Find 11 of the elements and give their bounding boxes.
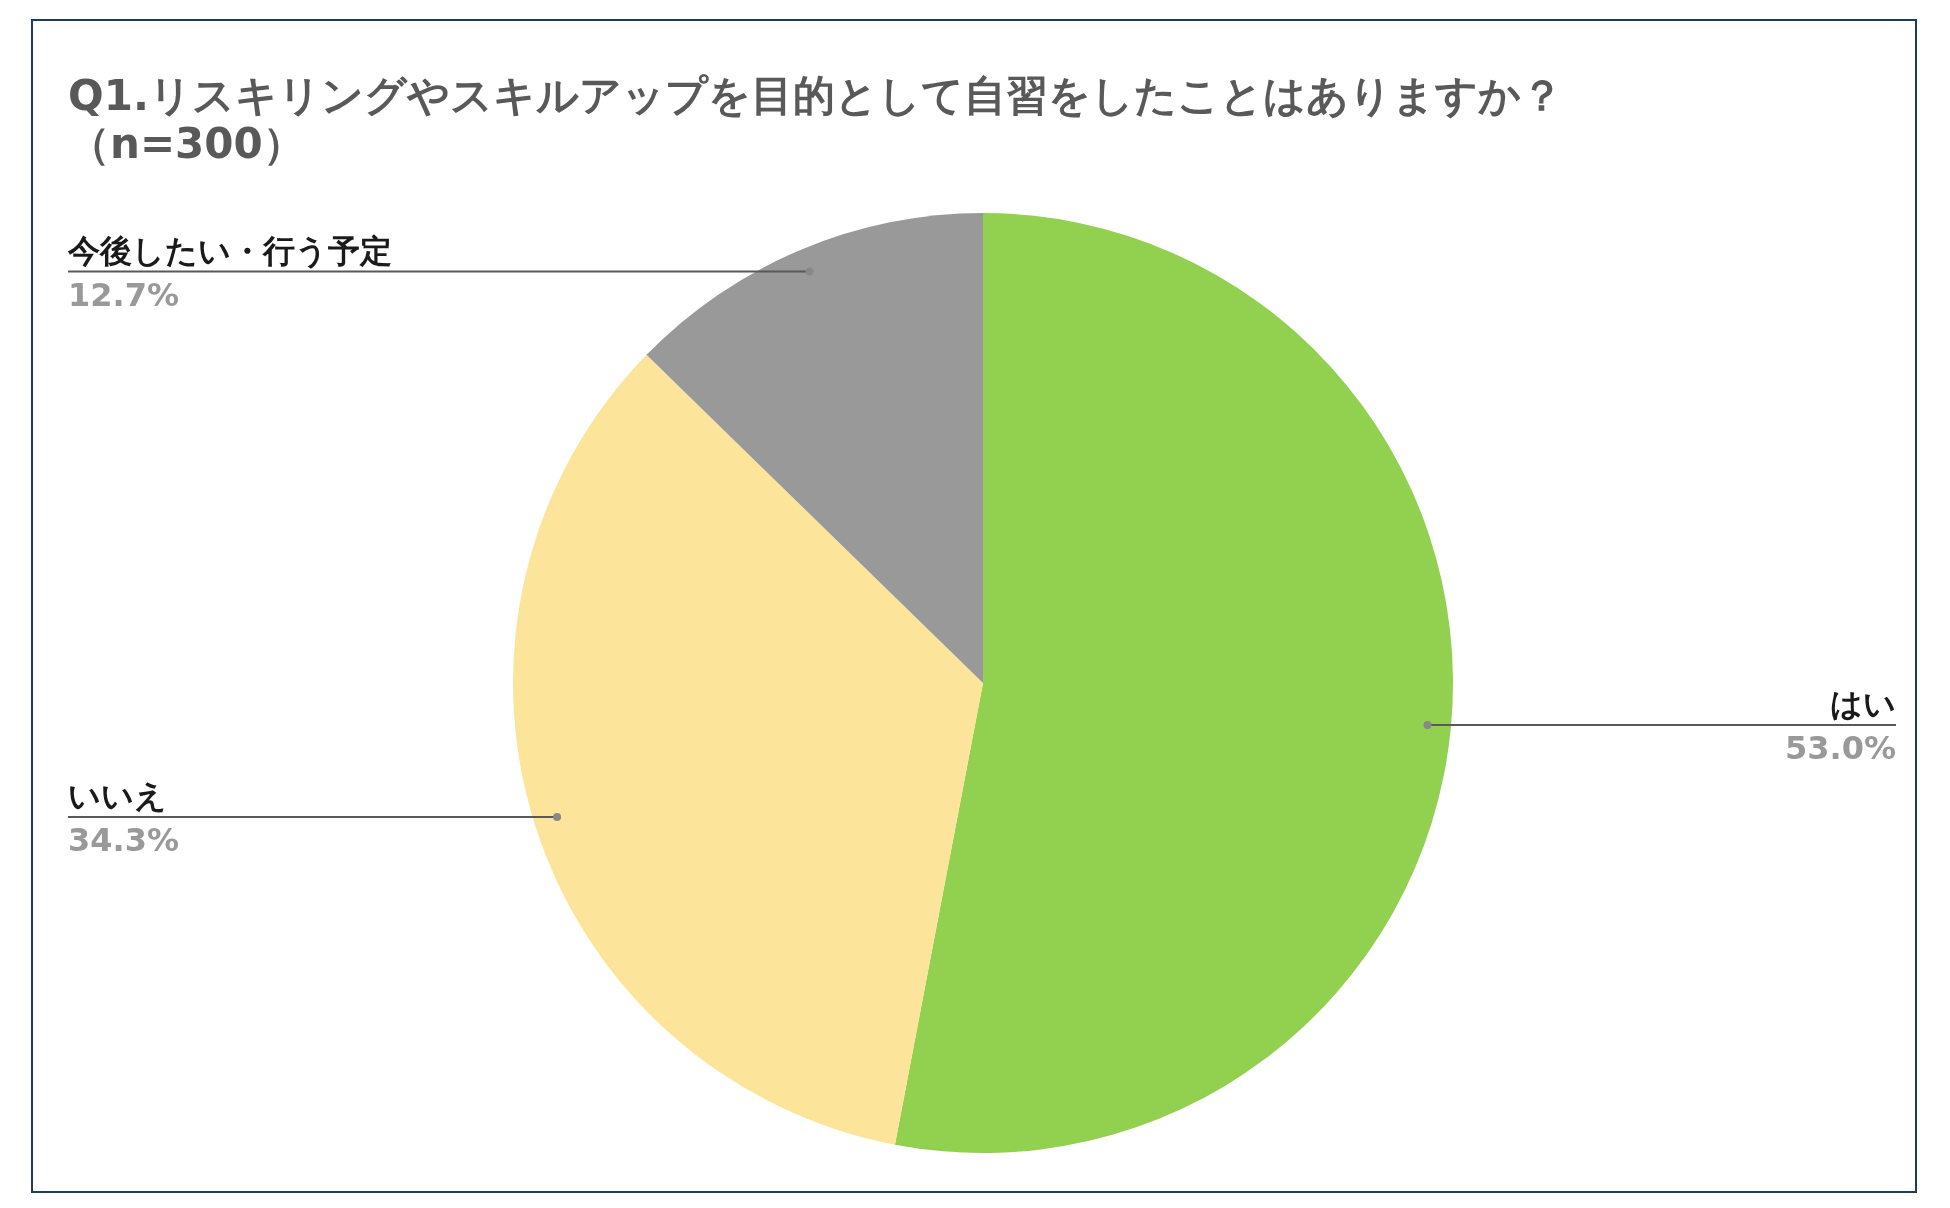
pie-slice: [894, 213, 1453, 1153]
pie-slice: [646, 213, 983, 683]
chart-subtitle: （n=300）: [68, 119, 305, 168]
slice-label: いいえ: [68, 776, 167, 815]
slice-label: はい: [1830, 685, 1896, 724]
slice-label: 今後したい・行う予定: [67, 231, 392, 270]
data-label: 12.7%: [68, 275, 180, 314]
pie-slice: [513, 354, 983, 1145]
chart-title: Q1.リスキリングやスキルアップを目的として自習をしたことはありますか？: [68, 71, 1563, 120]
data-label: 53.0%: [1784, 729, 1896, 768]
data-label: 34.3%: [68, 820, 180, 859]
